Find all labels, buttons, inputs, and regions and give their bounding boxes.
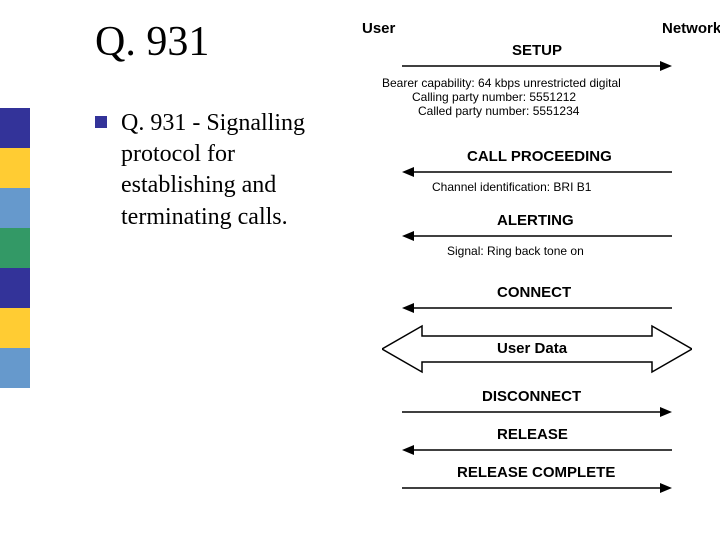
arrow-left-icon — [402, 302, 672, 314]
bullet-text: Q. 931 - Signalling protocol for establi… — [121, 108, 350, 233]
sidebar-block — [0, 108, 30, 148]
msg-release: RELEASE — [497, 426, 568, 443]
signalling-diagram: User Network SETUP Bearer capability: 64… — [362, 20, 720, 530]
msg-disconnect: DISCONNECT — [482, 388, 581, 405]
sidebar-block — [0, 308, 30, 348]
slide-title: Q. 931 — [95, 18, 209, 66]
setup-detail-2: Called party number: 5551234 — [418, 104, 579, 118]
user-header: User — [362, 20, 395, 37]
sidebar-block — [0, 268, 30, 308]
msg-release-complete: RELEASE COMPLETE — [457, 464, 615, 481]
msg-connect: CONNECT — [497, 284, 571, 301]
msg-setup: SETUP — [512, 42, 562, 59]
arrow-right-icon — [402, 60, 672, 72]
call-proceeding-detail: Channel identification: BRI B1 — [432, 180, 591, 194]
msg-alerting: ALERTING — [497, 212, 574, 229]
setup-detail-0: Bearer capability: 64 kbps unrestricted … — [382, 76, 621, 90]
sidebar-block — [0, 228, 30, 268]
setup-detail-1: Calling party number: 5551212 — [412, 90, 576, 104]
sidebar-block — [0, 148, 30, 188]
arrow-left-icon — [402, 230, 672, 242]
arrow-left-icon — [402, 166, 672, 178]
bullet-item: Q. 931 - Signalling protocol for establi… — [95, 108, 350, 233]
msg-call-proceeding: CALL PROCEEDING — [467, 148, 612, 165]
alerting-detail: Signal: Ring back tone on — [447, 244, 584, 258]
arrow-right-icon — [402, 482, 672, 494]
sidebar-block — [0, 188, 30, 228]
network-header: Network — [662, 20, 720, 37]
arrow-right-icon — [402, 406, 672, 418]
sidebar-block — [0, 348, 30, 388]
arrow-left-icon — [402, 444, 672, 456]
bullet-square-icon — [95, 116, 107, 128]
msg-user-data: User Data — [497, 340, 567, 357]
color-sidebar — [0, 108, 30, 388]
